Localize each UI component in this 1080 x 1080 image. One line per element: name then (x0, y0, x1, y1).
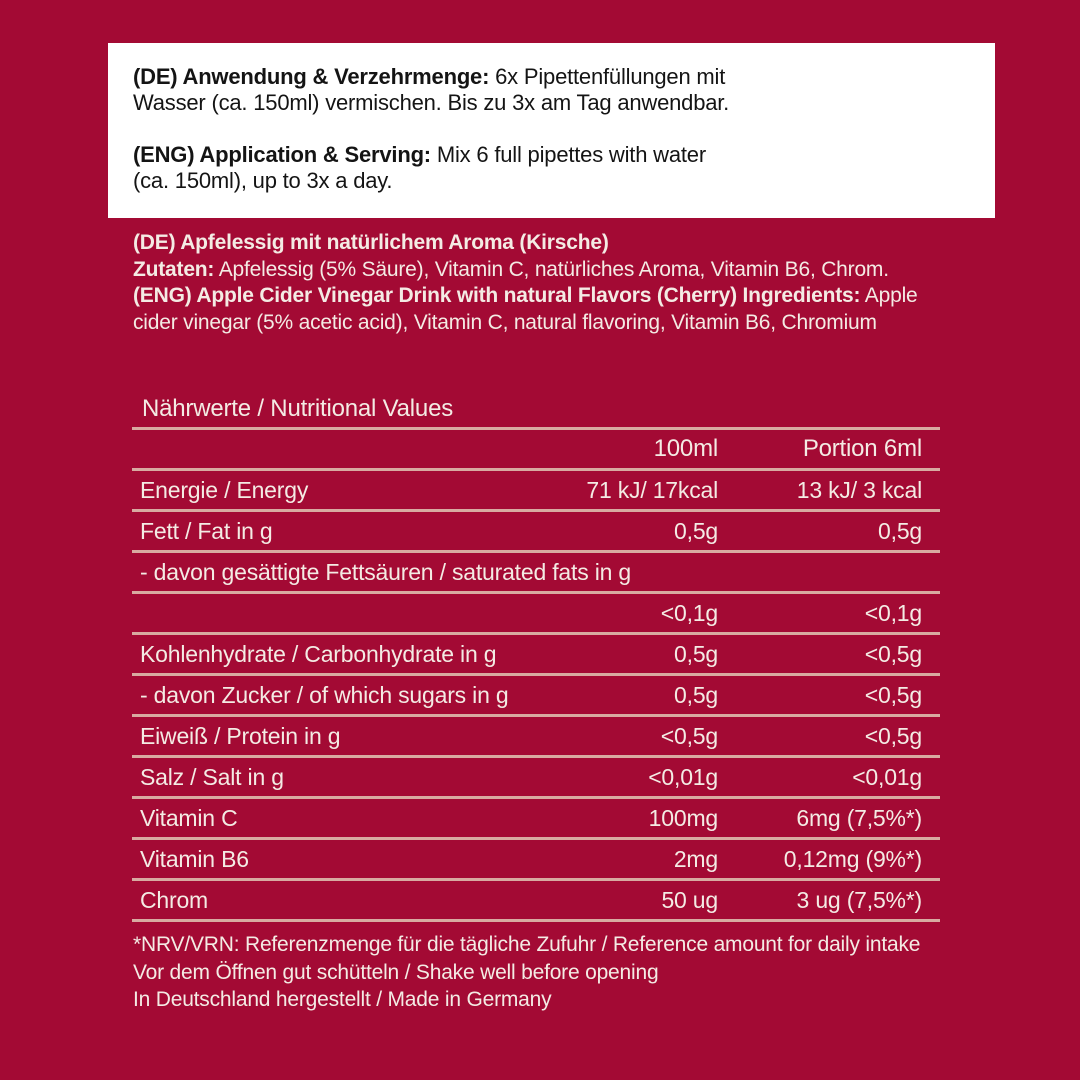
cell-label: Vitamin B6 (140, 845, 249, 872)
table-row: - davon gesättigte Fettsäuren / saturate… (132, 553, 940, 594)
cell-label: Chrom (140, 886, 209, 913)
table-row: Kohlenhydrate / Carbonhydrate in g 0,5g <0… (132, 635, 940, 676)
cell-per100: <0,5g (660, 722, 718, 749)
cell-label: Eiweiß / Protein in g (140, 722, 341, 749)
cell-portion: 0,5g (878, 517, 922, 544)
usage-panel: (DE) Anwendung & Verzehrmenge: 6x Pipett… (108, 43, 995, 218)
usage-eng-line2: (ca. 150ml), up to 3x a day. (133, 168, 393, 193)
footnote-nrv: *NRV/VRN: Referenzmenge für die tägliche… (133, 933, 921, 956)
cell-per100: 0,5g (674, 681, 718, 708)
nutrition-table: Nährwerte / Nutritional Values 100ml Por… (132, 390, 940, 922)
cell-portion: 6mg (7,5%*) (796, 804, 922, 831)
table-header-row: 100ml Portion 6ml (132, 430, 940, 471)
table-row: Vitamin C 100mg 6mg (7,5%*) (132, 799, 940, 840)
cell-label: - davon Zucker / of which sugars in g (140, 681, 509, 708)
usage-de-lead: (DE) Anwendung & Verzehrmenge: (133, 64, 490, 89)
ingredients-block: (DE) Apfelessig mit natürlichem Aroma (K… (133, 230, 995, 336)
cell-per100: 100mg (648, 804, 719, 831)
table-row: <0,1g <0,1g (132, 594, 940, 635)
ingredients-eng-line1: (ENG) Apple Cider Vinegar Drink with nat… (133, 284, 918, 307)
usage-de-line1: (DE) Anwendung & Verzehrmenge: 6x Pipett… (133, 64, 726, 89)
usage-eng-lead: (ENG) Application & Serving: (133, 142, 431, 167)
footnotes: *NRV/VRN: Referenzmenge für die tägliche… (133, 931, 1033, 1014)
table-body: Energie / Energy 71 kJ/ 17kcal 13 kJ/ 3 kc… (132, 471, 940, 922)
ingredients-de-list: Zutaten: Apfelessig (5% Säure), Vitamin … (133, 257, 889, 281)
cell-label: Energie / Energy (140, 476, 309, 503)
table-row: - davon Zucker / of which sugars in g 0,5… (132, 676, 940, 717)
table-row: Fett / Fat in g 0,5g 0,5g (132, 512, 940, 553)
cell-label: Salz / Salt in g (140, 763, 284, 790)
cell-portion: <0,01g (852, 763, 922, 790)
table-row: Energie / Energy 71 kJ/ 17kcal 13 kJ/ 3 kc… (132, 471, 940, 512)
footnote-origin: In Deutschland hergestellt / Made in Ger… (133, 988, 552, 1011)
cell-label: - davon gesättigte Fettsäuren / saturate… (140, 558, 631, 585)
usage-de: (DE) Anwendung & Verzehrmenge: 6x Pipett… (133, 64, 965, 116)
usage-de-line2: Wasser (ca. 150ml) vermischen. Bis zu 3x… (133, 90, 730, 115)
cell-portion: <0,5g (864, 722, 922, 749)
cell-portion: <0,5g (864, 640, 922, 667)
table-row: Eiweiß / Protein in g <0,5g <0,5g (132, 717, 940, 758)
cell-portion: 3 ug (7,5%*) (796, 886, 923, 913)
table-row: Salz / Salt in g <0,01g <0,01g (132, 758, 940, 799)
usage-eng-line1: (ENG) Application & Serving: Mix 6 full … (133, 142, 706, 167)
header-per100: 100ml (653, 435, 719, 462)
cell-per100: 0,5g (674, 517, 718, 544)
ingredients-eng-line2: cider vinegar (5% acetic acid), Vitamin … (133, 310, 877, 334)
ingredients-de-title: (DE) Apfelessig mit natürlichem Aroma (K… (133, 231, 609, 254)
cell-label: Vitamin C (140, 804, 238, 831)
cell-portion: <0,5g (864, 681, 922, 708)
table-row: Vitamin B6 2mg 0,12mg (9%*) (132, 840, 940, 881)
cell-per100: 71 kJ/ 17kcal (586, 476, 718, 503)
cell-per100: <0,01g (648, 763, 718, 790)
header-portion: Portion 6ml (802, 435, 922, 462)
cell-per100: <0,1g (660, 599, 718, 626)
cell-label: Fett / Fat in g (140, 517, 273, 544)
cell-portion: <0,1g (864, 599, 922, 626)
footnote-shake: Vor dem Öffnen gut schütteln / Shake wel… (133, 960, 659, 984)
nutrition-title: Nährwerte / Nutritional Values (132, 390, 940, 430)
cell-per100: 2mg (673, 845, 718, 872)
cell-per100: 0,5g (674, 640, 718, 667)
cell-portion: 0,12mg (9%*) (783, 845, 922, 872)
cell-per100: 50 ug (661, 886, 718, 913)
cell-label: Kohlenhydrate / Carbonhydrate in g (140, 640, 497, 667)
usage-eng: (ENG) Application & Serving: Mix 6 full … (133, 142, 965, 194)
table-row: Chrom 50 ug 3 ug (7,5%*) (132, 881, 940, 922)
cell-portion: 13 kJ/ 3 kcal (796, 476, 922, 503)
